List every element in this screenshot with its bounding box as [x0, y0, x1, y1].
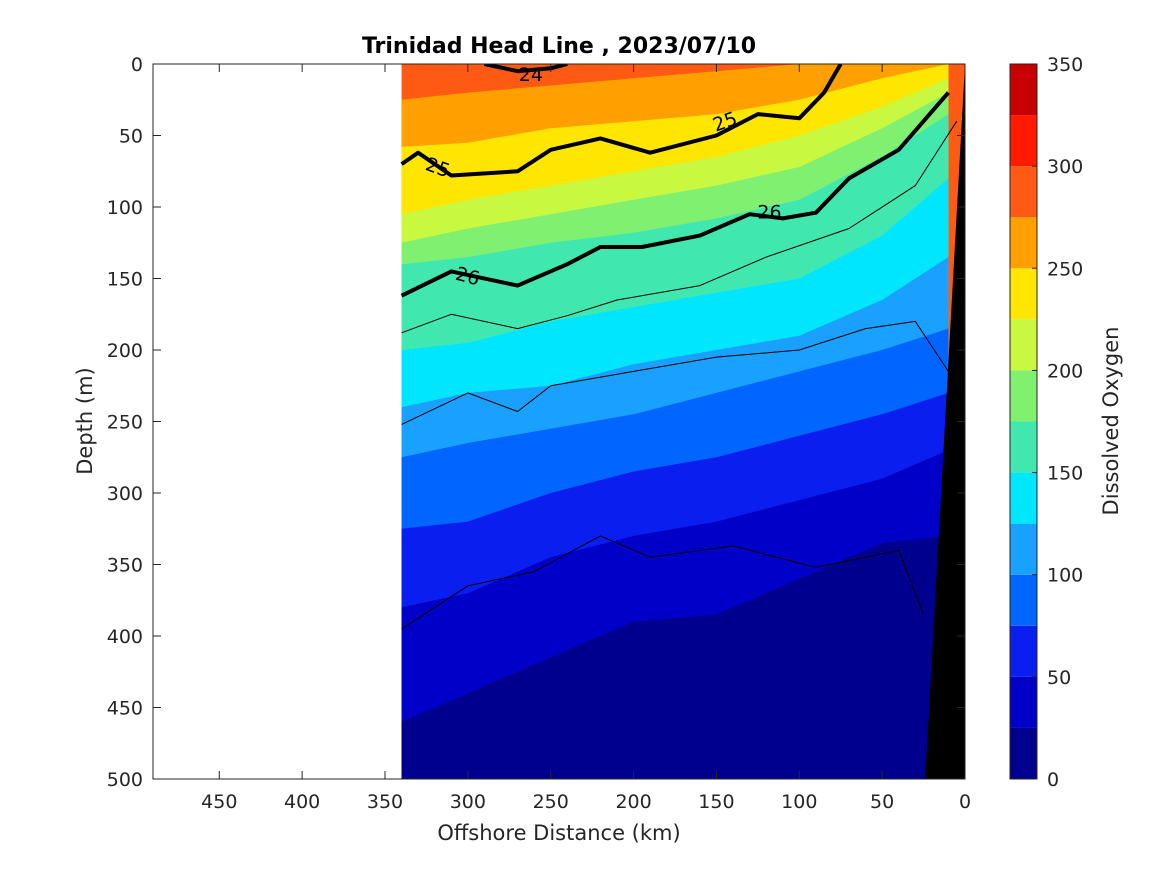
colorbar-swatch	[1010, 115, 1037, 167]
x-tick-label: 200	[615, 791, 651, 813]
density-contour-2	[400, 91, 950, 298]
colorbar-tick-label: 150	[1047, 463, 1083, 485]
y-tick-label: 300	[107, 483, 143, 505]
density-contour-4	[401, 320, 949, 425]
x-tick-label: 0	[959, 791, 971, 813]
x-tick-label: 400	[284, 791, 320, 813]
contour-label: 24	[519, 64, 543, 86]
colorbar-label: Dissolved Oxygen	[1099, 327, 1123, 516]
colorbar-swatch	[1010, 64, 1037, 116]
colorbar-tick-label: 50	[1047, 667, 1071, 689]
colorbar-swatch	[1010, 676, 1037, 728]
y-axis: 0 50 100 150 200 250 300 350 400 450 500	[107, 54, 965, 791]
colorbar-swatch	[1010, 472, 1037, 524]
y-tick-label: 0	[131, 54, 143, 76]
density-contour-1	[400, 64, 843, 178]
colorbar-swatch	[1010, 217, 1037, 269]
oxygen-contour-fill	[401, 64, 965, 779]
colorbar-tick-label: 100	[1047, 565, 1083, 587]
x-tick-label: 250	[533, 791, 569, 813]
y-axis-label: Depth (m)	[73, 367, 97, 474]
colorbar-swatch	[1010, 319, 1037, 371]
y-tick-label: 350	[107, 555, 143, 577]
y-tick-label: 250	[107, 412, 143, 434]
x-axis-label: Offshore Distance (km)	[437, 821, 680, 845]
colorbar-swatch	[1010, 727, 1037, 779]
bottom-terrain	[925, 64, 965, 779]
colorbar-tick-label: 300	[1047, 156, 1083, 178]
y-tick-label: 450	[107, 698, 143, 720]
colorbar-swatch	[1010, 523, 1037, 575]
colorbar-tick-label: 200	[1047, 360, 1083, 382]
x-axis: 450 400 350 300 250 200 150 100 50 0	[201, 64, 971, 813]
density-contour-lines	[400, 64, 958, 630]
chart-title: Trinidad Head Line , 2023/07/10	[362, 34, 756, 59]
density-contour-5	[401, 535, 925, 630]
colorbar-tick-label: 350	[1047, 54, 1083, 76]
colorbar-tick-label: 250	[1047, 258, 1083, 280]
colorbar-tick-label: 0	[1047, 769, 1059, 791]
y-tick-label: 50	[119, 126, 143, 148]
x-tick-label: 50	[870, 791, 894, 813]
colorbar-frame	[1009, 63, 1038, 780]
colorbar-swatch	[1010, 166, 1037, 218]
colorbar-swatch	[1010, 370, 1037, 422]
y-tick-label: 400	[107, 626, 143, 648]
x-tick-label: 300	[450, 791, 486, 813]
y-tick-label: 200	[107, 340, 143, 362]
x-tick-label: 350	[367, 791, 403, 813]
contour-label: 26	[757, 201, 781, 223]
y-tick-label: 100	[107, 197, 143, 219]
density-contour-0	[483, 64, 568, 74]
x-tick-label: 150	[698, 791, 734, 813]
colorbar: 0 50 100 150 200 250 300 350	[1009, 54, 1083, 791]
y-tick-label: 500	[107, 769, 143, 791]
colorbar-swatch	[1010, 268, 1037, 320]
colorbar-swatch	[1010, 574, 1037, 626]
colorbar-swatch	[1010, 625, 1037, 677]
density-contour-3	[401, 120, 958, 334]
x-tick-label: 450	[201, 791, 237, 813]
y-tick-label: 150	[107, 269, 143, 291]
colorbar-swatch	[1010, 421, 1037, 473]
oxygen-band-10	[401, 535, 949, 779]
x-tick-label: 100	[781, 791, 817, 813]
